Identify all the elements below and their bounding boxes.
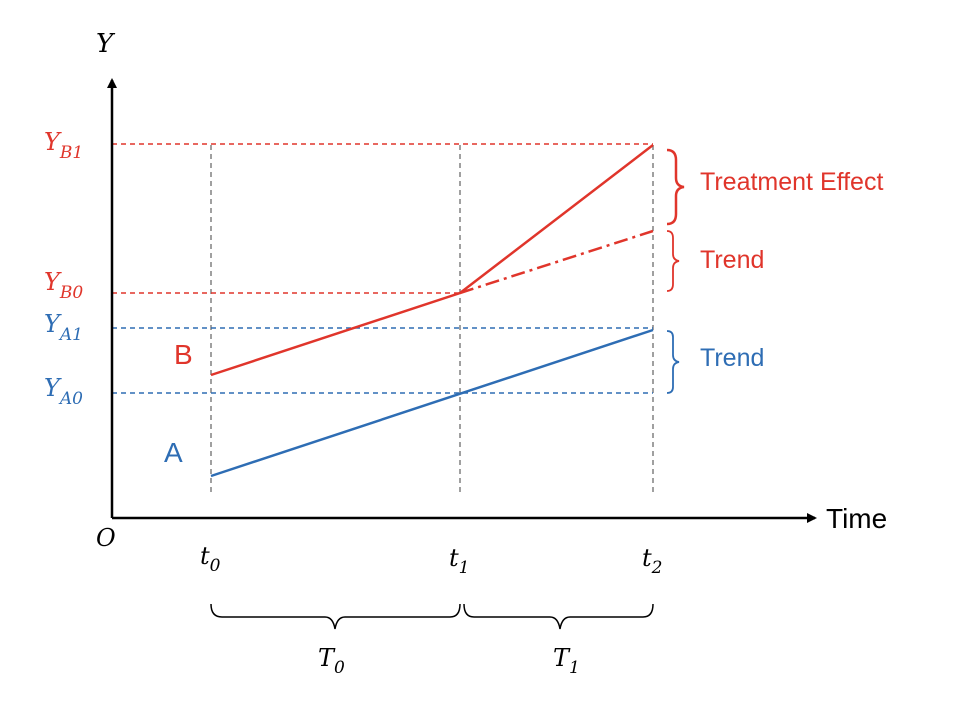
level-guides [112, 143, 653, 394]
t0-period-label: T0 [318, 644, 345, 678]
yb1-label: YB1 [44, 128, 83, 163]
yb0-label: YB0 [44, 268, 83, 303]
treatment-effect-label: Treatment Effect [700, 168, 883, 196]
group-b-label: B [174, 339, 193, 370]
y-axis-label: Y [96, 29, 116, 59]
t0-period-brace [210, 603, 461, 630]
ya0-label: YA0 [44, 374, 83, 409]
trend-b-brace [666, 230, 680, 292]
t2-label: t2 [642, 544, 662, 578]
group-a-label: A [164, 437, 183, 468]
treatment-effect-brace [666, 148, 685, 226]
time-guides [210, 145, 654, 495]
trend-b-label: Trend [700, 246, 764, 274]
trend-a-label: Trend [700, 344, 764, 372]
t1-period-brace [463, 603, 654, 630]
ya1-label: YA1 [44, 310, 83, 345]
group-b-line [210, 144, 654, 377]
group-a-line [210, 328, 654, 478]
group-b-counterfactual-line [459, 229, 654, 295]
t0-label: t0 [200, 542, 221, 576]
x-axis-label: Time [826, 503, 887, 534]
t1-label: t1 [449, 544, 469, 578]
trend-a-brace [666, 330, 680, 394]
origin-label: O [96, 524, 116, 552]
t1-period-label: T1 [553, 644, 580, 678]
